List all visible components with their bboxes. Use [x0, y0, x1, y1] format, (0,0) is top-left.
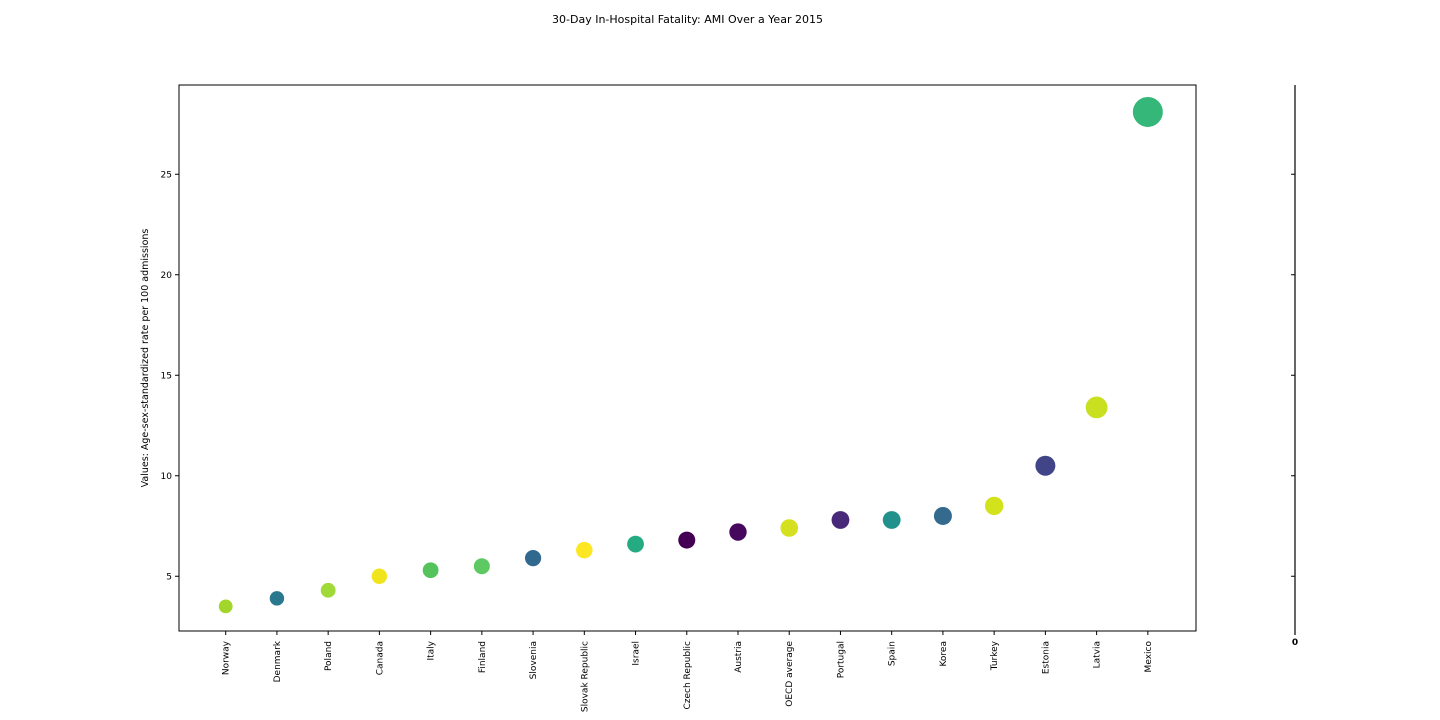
- x-tick-label: Portugal: [836, 641, 846, 678]
- x-tick-label: Czech Republic: [683, 641, 693, 710]
- data-point-slovenia[interactable]: [524, 550, 542, 567]
- x-tick-label: Austria: [734, 641, 744, 673]
- chart-title: 30-Day In-Hospital Fatality: AMI Over a …: [552, 13, 823, 26]
- x-tick-label: Slovenia: [529, 641, 539, 679]
- data-point-poland[interactable]: [320, 582, 336, 598]
- plot-area-border: [178, 84, 1197, 632]
- x-tick-label: Norway: [222, 640, 232, 675]
- x-tick-label: Estonia: [1041, 641, 1051, 674]
- x-tick-label: Spain: [888, 641, 898, 666]
- data-point-estonia[interactable]: [1035, 455, 1056, 476]
- x-tick-label: Latvia: [1093, 641, 1103, 668]
- data-point-italy[interactable]: [422, 562, 439, 579]
- data-point-canada[interactable]: [371, 568, 388, 584]
- data-point-korea[interactable]: [933, 506, 952, 525]
- y-tick-label: 15: [161, 371, 172, 381]
- x-tick-label: Korea: [939, 641, 949, 667]
- y-tick-label: 5: [166, 572, 172, 582]
- right-axis-zero-label: 0: [1292, 638, 1298, 648]
- data-point-norway[interactable]: [218, 599, 233, 614]
- y-axis-label: Values: Age-sex-standardized rate per 10…: [140, 229, 151, 488]
- x-tick-label: Slovak Republic: [580, 641, 590, 712]
- data-point-turkey[interactable]: [984, 496, 1004, 516]
- data-point-latvia[interactable]: [1085, 396, 1108, 419]
- x-tick-label: Mexico: [1144, 641, 1154, 673]
- data-point-oecd-average[interactable]: [780, 519, 799, 537]
- data-point-czech-republic[interactable]: [678, 531, 696, 549]
- data-point-mexico[interactable]: [1132, 96, 1163, 127]
- x-tick-label: Turkey: [990, 640, 1000, 671]
- data-point-portugal[interactable]: [831, 511, 850, 529]
- y-tick-label: 20: [161, 271, 173, 281]
- x-tick-label: Israel: [632, 641, 642, 666]
- data-point-denmark[interactable]: [269, 591, 285, 606]
- y-tick-label: 10: [161, 472, 173, 482]
- x-tick-label: Denmark: [273, 640, 283, 682]
- data-point-spain[interactable]: [882, 511, 901, 529]
- data-point-finland[interactable]: [473, 558, 490, 575]
- data-point-israel[interactable]: [627, 535, 644, 553]
- x-tick-label: Canada: [375, 641, 385, 675]
- x-tick-label: Italy: [427, 640, 437, 660]
- x-tick-label: Finland: [478, 641, 488, 673]
- x-tick-label: Poland: [324, 641, 334, 671]
- y-tick-label: 25: [161, 170, 172, 180]
- data-point-slovak-republic[interactable]: [576, 541, 593, 559]
- data-point-austria[interactable]: [729, 523, 747, 541]
- x-tick-label: OECD average: [785, 641, 795, 707]
